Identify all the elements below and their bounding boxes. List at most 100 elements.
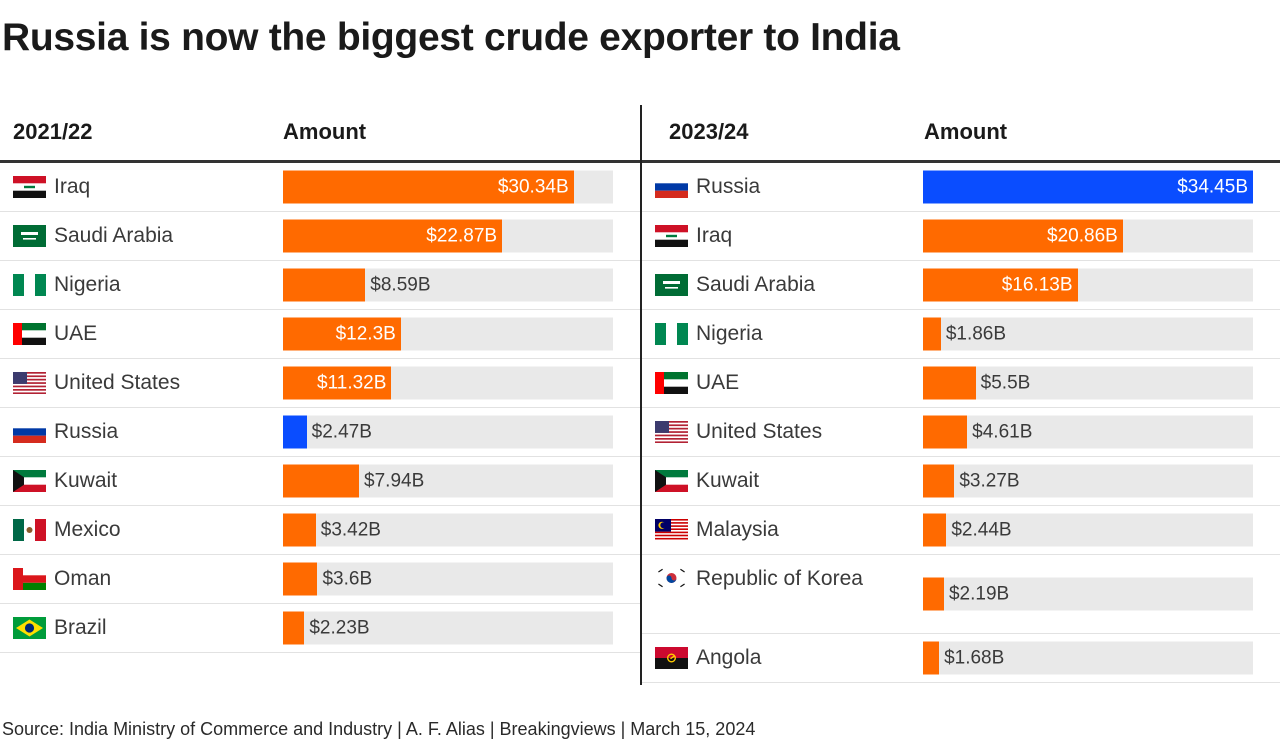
saudi-arabia-flag-icon [13, 225, 46, 247]
bar-united-states [283, 366, 392, 400]
bar-track: $2.44B [923, 513, 1253, 547]
country-label: Oman [54, 567, 112, 590]
kuwait-flag-icon [655, 470, 688, 492]
header-rule [642, 160, 1280, 163]
south-korea-flag-icon [655, 567, 688, 589]
table-row: UAE $12.3B [0, 310, 640, 359]
country-label: Kuwait [696, 469, 760, 492]
bar-track: $22.87B [283, 219, 613, 253]
country-label: UAE [696, 371, 740, 394]
russia-flag-icon [13, 421, 46, 443]
bar-track: $34.45B [923, 170, 1253, 204]
period-header: 2021/22 [13, 119, 93, 144]
russia-flag-icon [655, 176, 688, 198]
country-label: Malaysia [696, 518, 779, 541]
country-label: Brazil [54, 616, 107, 639]
value-label: $2.19B [948, 583, 1010, 605]
source-note: Source: India Ministry of Commerce and I… [2, 719, 756, 739]
value-label: $3.42B [320, 519, 381, 541]
rows-2021-22: Iraq $30.34B Saudi Arabia $22.87B Nigeria $8.… [0, 163, 640, 653]
value-label: $7.94B [364, 470, 425, 492]
table-2023-24: 2023/24 Amount Russia $34.45B Iraq $20.86B S… [640, 105, 1280, 685]
table-row: Mexico $3.42B [0, 506, 640, 555]
value-label: $16.13B [1001, 274, 1073, 296]
bar-track: $4.61B [923, 415, 1253, 449]
bar-track: $2.23B [283, 611, 613, 645]
table-row: Nigeria $1.86B [642, 310, 1280, 359]
usa-flag-icon [13, 372, 46, 394]
table-row: Malaysia $2.44B [642, 506, 1280, 555]
table-row: Kuwait $3.27B [642, 457, 1280, 506]
bar-nigeria [283, 268, 366, 302]
bar-brazil [283, 611, 305, 645]
bar-saudi-arabia [923, 268, 1078, 302]
table-row: Republic of Korea $2.19B [642, 555, 1280, 634]
bar-track: $3.27B [923, 464, 1253, 498]
value-label: $12.3B [335, 323, 396, 345]
table-row: Brazil $2.23B [0, 604, 640, 653]
country-label: Saudi Arabia [54, 224, 174, 247]
bar-track: $1.86B [923, 317, 1253, 351]
country-label: Russia [696, 175, 761, 198]
bar-track: $11.32B [283, 366, 613, 400]
bar-kuwait [283, 464, 360, 498]
table-row: Nigeria $8.59B [0, 261, 640, 310]
bar-uae [923, 366, 976, 400]
value-label: $2.47B [311, 421, 372, 443]
table-row: Saudi Arabia $16.13B [642, 261, 1280, 310]
country-label: United States [696, 420, 823, 443]
bar-saudi-arabia [283, 219, 503, 253]
iraq-flag-icon [655, 225, 688, 247]
nigeria-flag-icon [655, 323, 688, 345]
kuwait-flag-icon [13, 470, 46, 492]
value-label: $1.68B [944, 647, 1005, 669]
bar-nigeria [923, 317, 941, 351]
bar-iraq [283, 170, 574, 204]
bar-track: $5.5B [923, 366, 1253, 400]
bar-track: $12.3B [283, 317, 613, 351]
table-row: UAE $5.5B [642, 359, 1280, 408]
brazil-flag-icon [13, 617, 46, 639]
value-label: $8.59B [370, 274, 431, 296]
bar-track: $3.42B [283, 513, 613, 547]
angola-flag-icon [655, 647, 688, 669]
bar-track: $2.19B [923, 577, 1253, 611]
oman-flag-icon [13, 568, 46, 590]
chart-title: Russia is now the biggest crude exporter… [2, 16, 900, 59]
bar-malaysia [923, 513, 947, 547]
country-label: Iraq [696, 224, 733, 247]
malaysia-flag-icon [655, 519, 688, 541]
table-row: United States $11.32B [0, 359, 640, 408]
bar-russia [283, 415, 307, 449]
value-label: $3.27B [959, 470, 1020, 492]
bar-mexico [283, 513, 316, 547]
bar-oman [283, 562, 318, 596]
table-row: Iraq $20.86B [642, 212, 1280, 261]
bar-angola [923, 641, 940, 675]
bar-united-states [923, 415, 968, 449]
bar-track: $3.6B [283, 562, 613, 596]
bar-track: $16.13B [923, 268, 1253, 302]
bar-iraq [923, 219, 1123, 253]
table-row: Kuwait $7.94B [0, 457, 640, 506]
value-label: $30.34B [497, 176, 569, 198]
rows-2023-24: Russia $34.45B Iraq $20.86B Saudi Arabia $16.… [642, 163, 1280, 683]
bar-republic-of-korea [923, 577, 944, 611]
bar-russia [923, 170, 1253, 204]
value-label: $2.23B [309, 617, 370, 639]
table-row: Russia $2.47B [0, 408, 640, 457]
table-2021-22: 2021/22 Amount Iraq $30.34B Saudi Arabia $2… [0, 105, 640, 685]
usa-flag-icon [655, 421, 688, 443]
bar-track: $2.47B [283, 415, 613, 449]
value-label: $22.87B [426, 225, 498, 247]
value-label: $2.44B [951, 519, 1012, 541]
country-label: Kuwait [54, 469, 118, 492]
value-label: $5.5B [980, 372, 1031, 394]
value-label: $1.86B [945, 323, 1007, 345]
bar-track: $1.68B [923, 641, 1253, 675]
country-label: Iraq [54, 175, 91, 198]
country-label: UAE [54, 322, 98, 345]
country-label: Republic of Korea [696, 567, 863, 590]
country-label: Nigeria [696, 322, 763, 345]
period-header: 2023/24 [669, 119, 749, 144]
